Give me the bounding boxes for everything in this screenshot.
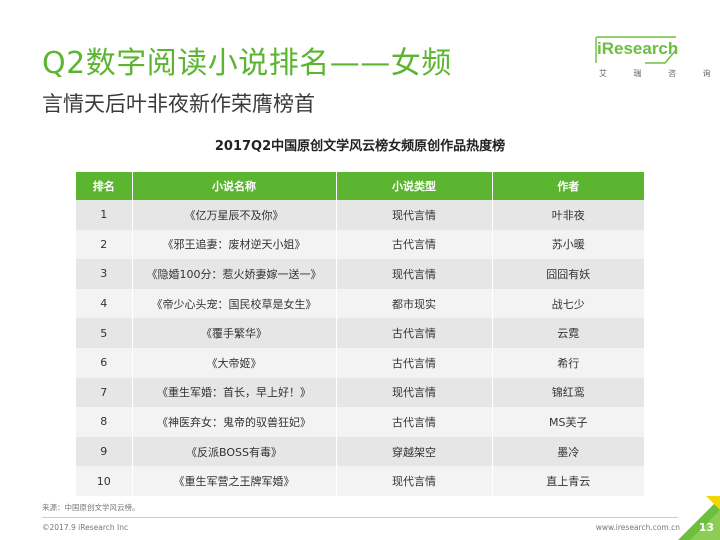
website-link[interactable]: www.iresearch.com.cn [595,523,680,532]
cell-author: 叶非夜 [492,200,644,230]
cell-novel-name: 《亿万星辰不及你》 [132,200,337,230]
cell-novel-name: 《神医弃女：鬼帝的驭兽狂妃》 [132,407,337,437]
cell-author: 云霓 [492,318,644,348]
cell-rank: 7 [76,377,133,408]
page-number: 13 [698,521,714,534]
cell-novel-type: 现代言情 [336,259,493,289]
cell-novel-name: 《邪王追妻：废材逆天小姐》 [132,229,337,260]
table-row: 2 《邪王追妻：废材逆天小姐》 古代言情 苏小暖 [76,229,644,260]
cell-author: 直上青云 [492,466,644,496]
cell-novel-type: 古代言情 [336,347,493,378]
logo-frame-icon [595,36,677,64]
footer-divider [42,517,678,518]
cell-author: 战七少 [492,288,644,319]
ranking-table: 排名 小说名称 小说类型 作者 1 《亿万星辰不及你》 现代言情 叶非夜 2 《邪王追妻：… [76,172,644,496]
cell-novel-name: 《反派BOSS有毒》 [132,436,337,467]
cell-author: MS芙子 [492,407,644,437]
cell-author: 囧囧有妖 [492,259,644,289]
cell-novel-name: 《重生军营之王牌军婚》 [132,466,337,496]
table-row: 4 《帝少心头宠：国民校草是女生》 都市现实 战七少 [76,288,644,319]
cell-rank: 1 [76,200,133,230]
logo-subtext: 艾 瑞 咨 询 [599,69,720,78]
header-author: 作者 [492,172,644,200]
logo-text: iResearch [597,39,679,58]
table-row: 6 《大帝姬》 古代言情 希行 [76,347,644,378]
header-rank: 排名 [76,172,133,200]
cell-novel-type: 穿越架空 [336,436,493,467]
table-header-row: 排名 小说名称 小说类型 作者 [76,172,644,200]
table-row: 10 《重生军营之王牌军婚》 现代言情 直上青云 [76,466,644,496]
source-note: 来源：中国原创文学风云榜。 [42,503,140,512]
cell-author: 锦红鸾 [492,377,644,408]
cell-rank: 3 [76,259,133,289]
cell-novel-type: 古代言情 [336,407,493,437]
table-row: 8 《神医弃女：鬼帝的驭兽狂妃》 古代言情 MS芙子 [76,407,644,437]
page-subtitle: 言情天后叶非夜新作荣膺榜首 [42,92,315,116]
cell-rank: 9 [76,436,133,467]
cell-novel-type: 古代言情 [336,229,493,260]
cell-novel-name: 《帝少心头宠：国民校草是女生》 [132,288,337,319]
table-row: 9 《反派BOSS有毒》 穿越架空 墨冷 [76,436,644,467]
cell-rank: 8 [76,407,133,437]
page-title: Q2数字阅读小说排名——女频 [42,46,452,81]
table-row: 7 《重生军婚：首长，早上好！》 现代言情 锦红鸾 [76,377,644,408]
header-novel-type: 小说类型 [336,172,493,200]
page-corner-icon [678,496,720,540]
cell-rank: 2 [76,229,133,260]
table-row: 1 《亿万星辰不及你》 现代言情 叶非夜 [76,200,644,230]
cell-novel-type: 现代言情 [336,466,493,496]
header-novel-name: 小说名称 [132,172,337,200]
cell-novel-type: 现代言情 [336,377,493,408]
cell-author: 墨冷 [492,436,644,467]
cell-novel-type: 古代言情 [336,318,493,348]
cell-novel-name: 《覆手繁华》 [132,318,337,348]
table-title: 2017Q2中国原创文学风云榜女频原创作品热度榜 [214,139,506,154]
cell-novel-name: 《重生军婚：首长，早上好！》 [132,377,337,408]
cell-novel-name: 《大帝姬》 [132,347,337,378]
cell-author: 希行 [492,347,644,378]
cell-rank: 5 [76,318,133,348]
cell-author: 苏小暖 [492,229,644,260]
table-row: 3 《隐婚100分：惹火娇妻嫁一送一》 现代言情 囧囧有妖 [76,259,644,289]
cell-novel-type: 都市现实 [336,288,493,319]
cell-novel-type: 现代言情 [336,200,493,230]
cell-rank: 4 [76,288,133,319]
table-row: 5 《覆手繁华》 古代言情 云霓 [76,318,644,348]
cell-rank: 6 [76,347,133,378]
copyright-text: ©2017.9 iResearch Inc [42,523,129,532]
iresearch-logo: iResearch 艾 瑞 咨 询 [595,36,711,84]
cell-rank: 10 [76,466,133,496]
cell-novel-name: 《隐婚100分：惹火娇妻嫁一送一》 [132,259,337,289]
